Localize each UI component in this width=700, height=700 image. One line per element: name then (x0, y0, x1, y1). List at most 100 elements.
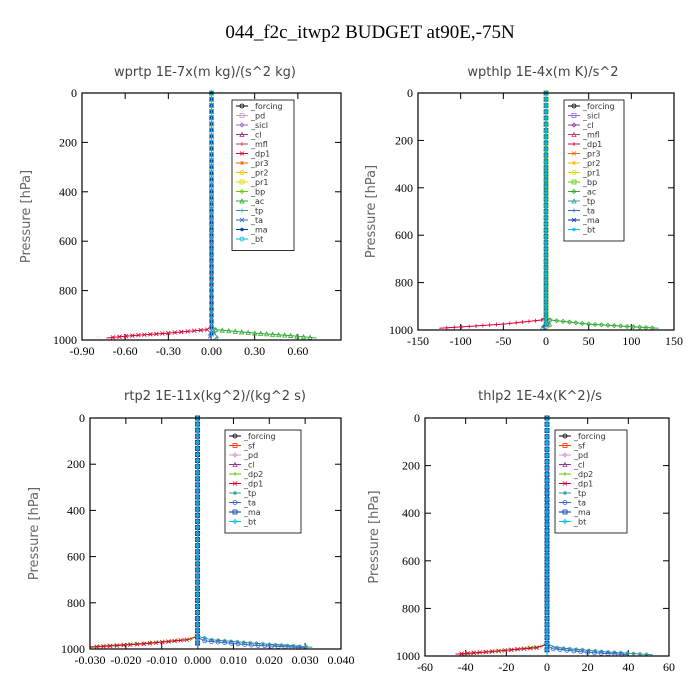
series-point (154, 331, 159, 337)
x-tick-label: -50 (495, 334, 511, 348)
series-point (541, 324, 546, 329)
legend-label: _cl (573, 461, 585, 470)
y-tick-label: 600 (67, 550, 85, 564)
legend-item: _ta (559, 499, 586, 508)
legend-marker (239, 131, 245, 137)
legend-marker (240, 227, 244, 232)
legend-label: _sf (243, 442, 255, 451)
series-point (264, 331, 270, 337)
series-point (544, 484, 550, 490)
legend-marker (571, 122, 577, 128)
series-point (487, 323, 492, 328)
series-point (281, 332, 288, 338)
legend-label: _forcing (582, 102, 615, 111)
series-point (195, 415, 201, 421)
legend-label: _ma (243, 508, 261, 517)
series-point (544, 471, 550, 477)
y-tick-label: 200 (395, 133, 413, 147)
series-point (178, 638, 183, 643)
series-point (544, 215, 548, 220)
series-point (195, 451, 201, 458)
series-point (204, 327, 210, 332)
series-point (209, 269, 214, 275)
series-point (555, 645, 560, 650)
chart-panel-2: wpthlp 1E-4x(m K)/s^2 Pressure [hPa] -150 -… (364, 65, 683, 348)
series-point (159, 639, 165, 645)
series-point (195, 609, 201, 616)
series-point (260, 641, 265, 646)
legend-item: _pr2 (236, 169, 268, 178)
legend-label: _tp (582, 197, 595, 206)
legend-marker (571, 151, 577, 156)
legend-item: _ac (568, 188, 596, 197)
series-point (585, 650, 591, 655)
legend-marker (239, 103, 245, 109)
legend-item: _cl (229, 461, 255, 470)
series-point (544, 103, 548, 108)
legend-label: _cl (250, 131, 262, 140)
legend-marker (239, 198, 245, 204)
legend-marker (233, 491, 237, 495)
y-tick-label: 0 (414, 411, 420, 425)
y-tick-label: 0 (79, 411, 85, 425)
series-point (195, 597, 201, 603)
series-point (209, 282, 214, 287)
series-line (459, 418, 548, 656)
x-tick-label: 0 (543, 334, 549, 348)
series-point (630, 324, 636, 330)
series-point (566, 319, 573, 325)
plot-frame (89, 417, 342, 650)
legend-marker (562, 481, 568, 486)
series-point (544, 546, 550, 553)
series-point (544, 603, 550, 609)
y-tick-label: 1000 (61, 642, 85, 656)
series-bt (209, 90, 214, 340)
legend-item: _dp2 (559, 470, 593, 479)
legend-label: _pd (250, 112, 265, 121)
series-point (544, 197, 548, 202)
series-point (578, 649, 584, 655)
series-point (304, 644, 309, 649)
series-point (255, 643, 261, 648)
series-point (534, 645, 540, 650)
series-point (195, 464, 201, 470)
series-point (198, 327, 203, 333)
series-point (592, 321, 598, 328)
y-axis-label: Pressure [hPa] (27, 487, 42, 580)
series-point (107, 643, 113, 649)
legend-marker (562, 518, 568, 525)
legend-label: _pd (243, 451, 258, 460)
series-point (209, 207, 214, 213)
y-tick-label: 200 (402, 459, 420, 473)
series-dp2 (459, 416, 549, 657)
series-point (209, 312, 214, 318)
series-point (209, 226, 214, 232)
series-point (544, 590, 550, 596)
y-tick-label: 600 (395, 228, 413, 242)
series-point (605, 322, 611, 328)
x-tick-label: -40 (458, 660, 474, 674)
series-point (644, 652, 649, 657)
series-point (544, 303, 548, 308)
series-point (166, 639, 171, 644)
series-bt (544, 91, 548, 330)
series-point (444, 325, 449, 330)
series-point (544, 509, 550, 515)
series-point (254, 641, 259, 646)
x-tick-label: 0.00 (201, 344, 222, 358)
series-point (544, 178, 548, 183)
legend-item: _ac (236, 197, 264, 206)
series-point (544, 647, 550, 653)
legend-label: _forcing (243, 432, 276, 441)
series-point (209, 121, 214, 127)
legend-label: _pd (573, 451, 588, 460)
legend-marker (232, 509, 238, 515)
series-point (544, 496, 550, 502)
series-point (209, 152, 214, 158)
legend-item: _ta (568, 207, 595, 216)
series-point (544, 634, 550, 640)
series-point (544, 315, 548, 320)
series-point (215, 639, 221, 645)
series-point (235, 641, 241, 647)
